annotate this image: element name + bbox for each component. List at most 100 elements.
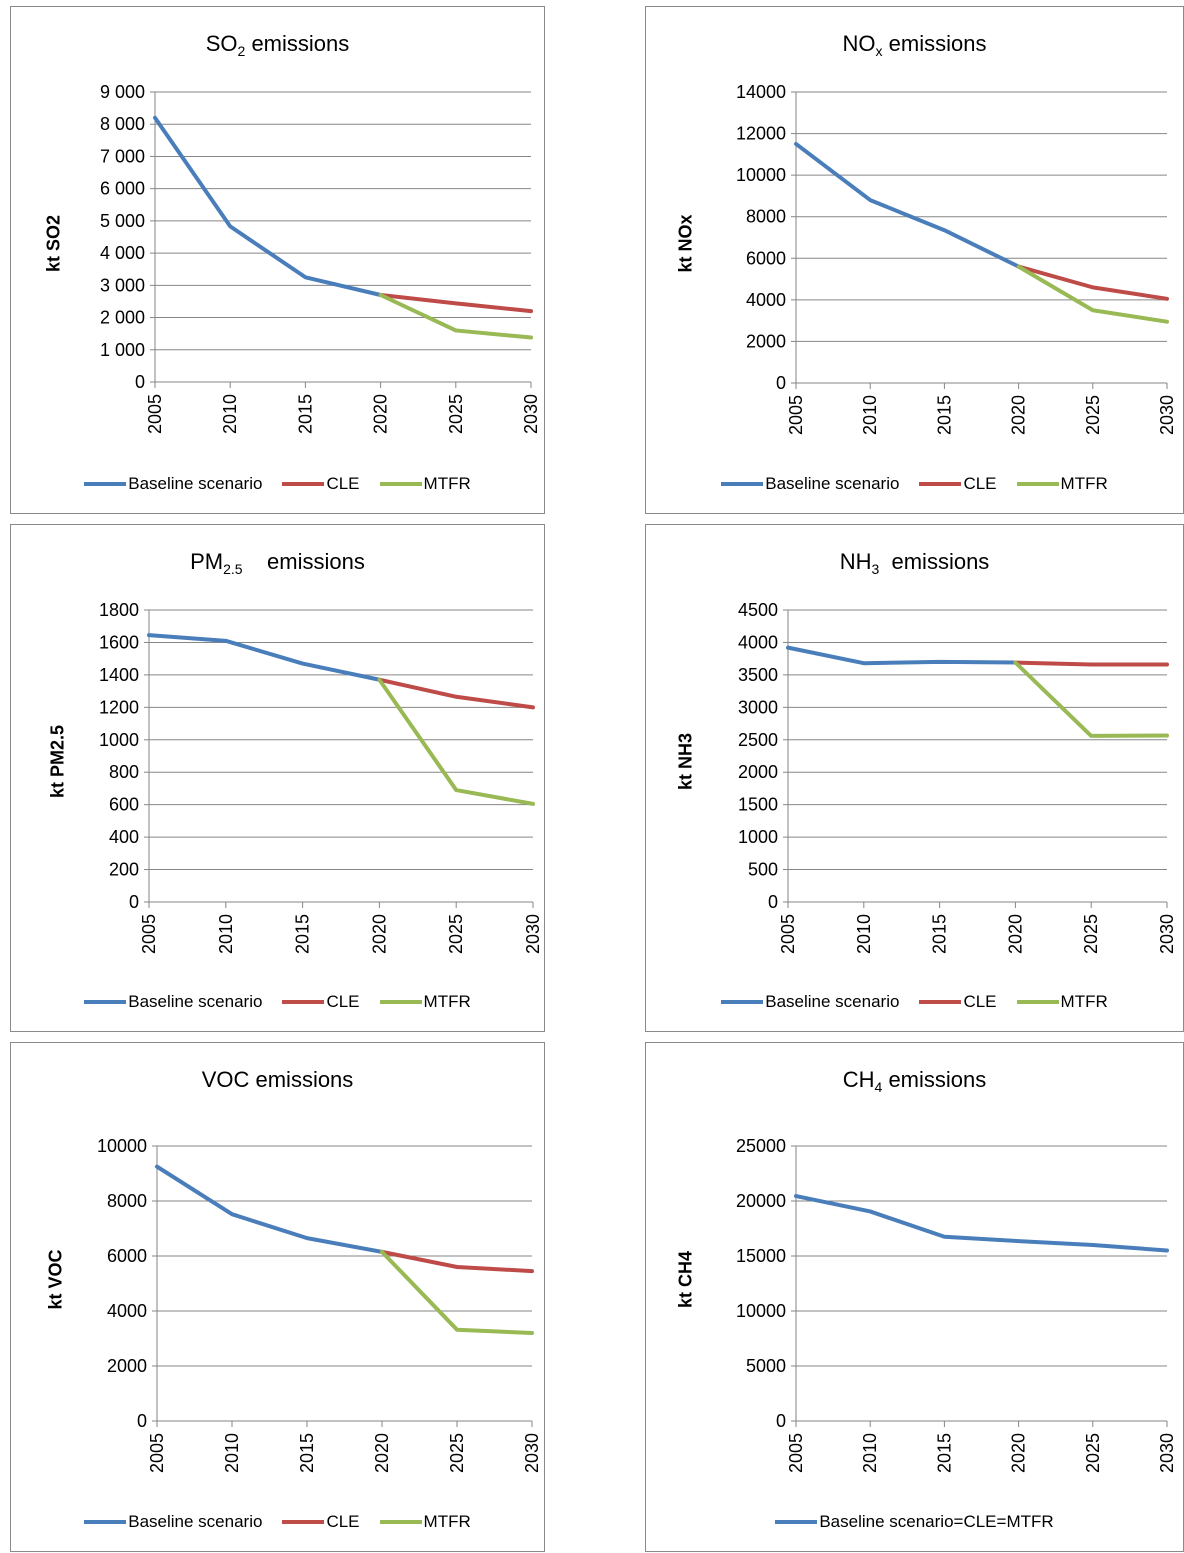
y-tick-label: 400 [109,827,139,847]
x-tick-label: 2020 [369,914,389,954]
y-tick-label: 1000 [99,730,139,750]
x-tick-label: 2025 [447,1433,467,1473]
legend-item-cle: CLE [919,992,997,1012]
chart-panel-voc: VOC emissions kt VOC 0 2000 4000 6000 8000 10… [10,1042,545,1552]
chart-panel-nh3: NH3 emissions kt NH3 0 500 1000 1500 2000 250… [645,524,1184,1032]
chart-panel-ch4: CH4 emissions kt CH4 0 5000 10000 15000 2000… [645,1042,1184,1552]
x-tick-label: 2020 [1005,914,1025,954]
y-tick-label: 5 000 [100,211,145,231]
y-tick-label: 20000 [736,1191,786,1211]
series-line-baseline [153,115,383,297]
series-line-baseline [155,1164,384,1254]
y-tick-label: 3500 [738,665,778,685]
y-tick-label: 12000 [736,124,786,144]
chart-title: NH3 emissions [839,549,990,577]
legend-item-cle: CLE [282,474,360,494]
x-tick-label: 2020 [1009,395,1029,435]
x-tick-label: 2025 [446,394,466,434]
chart-legend: Baseline scenario CLE MTFR [646,474,1183,494]
series-line-mtfr [378,293,533,340]
legend-item-mtfr: MTFR [379,1512,471,1532]
x-tick-label: 2020 [372,1433,392,1473]
y-tick-label: 10000 [97,1136,147,1156]
y-tick-label: 0 [137,1411,147,1431]
legend-item-baseline: Baseline scenario [84,1512,262,1532]
x-tick-label: 2005 [147,1433,167,1473]
x-tick-label: 2010 [222,1433,242,1473]
series-line-cle [1013,660,1169,667]
x-tick-label: 2030 [1157,914,1177,954]
chart-plot-nox: 0 2000 4000 6000 8000 10000 12000 14000 2005 2010… [736,82,1177,435]
y-tick-label: 1600 [99,632,139,652]
x-tick-label: 2010 [220,394,240,434]
x-tick-label: 2010 [860,395,880,435]
series-line-baseline [786,645,1018,666]
y-tick-label: 1500 [738,795,778,815]
legend-item-baseline: Baseline scenario [721,992,899,1012]
series-line-cle [377,677,535,710]
x-tick-label: 2030 [522,1433,542,1473]
y-tick-label: 4000 [746,290,786,310]
y-tick-label: 2000 [746,331,786,351]
legend-item-mtfr: MTFR [1016,992,1108,1012]
legend-item-mtfr: MTFR [379,992,471,1012]
x-tick-label: 2030 [521,394,541,434]
y-tick-label: 200 [109,860,139,880]
series-line-baseline [794,1194,1169,1253]
series-line-mtfr [377,677,535,806]
y-tick-label: 1400 [99,665,139,685]
y-tick-label: 2000 [738,762,778,782]
x-tick-label: 2025 [1083,395,1103,435]
legend-item-baseline: Baseline scenario [84,992,262,1012]
y-tick-label: 6000 [107,1246,147,1266]
chart-panel-nox: NOx emissions kt NOx 0 2000 4000 6000 8000 10… [645,6,1184,514]
y-tick-label: 0 [135,372,145,392]
chart-legend: Baseline scenario=CLE=MTFR [646,1512,1183,1532]
x-tick-label: 2015 [293,914,313,954]
x-tick-label: 2025 [446,914,466,954]
x-tick-label: 2005 [778,914,798,954]
chart-legend: Baseline scenario CLE MTFR [11,992,544,1012]
series-line-baseline [147,633,382,682]
series-line-cle [378,293,533,314]
series-line-mtfr [380,1249,534,1335]
x-tick-label: 2005 [786,395,806,435]
chart-title: SO2 emissions [205,31,350,59]
y-tick-label: 2000 [107,1356,147,1376]
x-tick-label: 2015 [930,914,950,954]
chart-legend: Baseline scenario CLE MTFR [11,1512,544,1532]
y-tick-label: 7 000 [100,146,145,166]
x-tick-label: 2010 [854,914,874,954]
legend-item-mtfr: MTFR [1016,474,1108,494]
series-line-cle [1016,264,1169,301]
y-tick-label: 9 000 [100,82,145,102]
chart-plot-ch4: 0 5000 10000 15000 20000 25000 2005 2010 2015 202… [736,1136,1177,1473]
y-tick-label: 3 000 [100,275,145,295]
x-tick-label: 2020 [371,394,391,434]
series-line-baseline [794,141,1021,269]
x-tick-label: 2025 [1083,1433,1103,1473]
y-tick-label: 0 [768,892,778,912]
y-tick-label: 6000 [746,248,786,268]
y-tick-label: 4000 [738,632,778,652]
x-tick-label: 2010 [860,1433,880,1473]
series-line-mtfr [1013,660,1169,738]
y-tick-label: 10000 [736,1301,786,1321]
y-tick-label: 15000 [736,1246,786,1266]
legend-item-cle: CLE [919,474,997,494]
chart-plot-voc: 0 2000 4000 6000 8000 10000 2005 2010 2015 2020 20… [97,1136,542,1473]
legend-item-cle: CLE [282,1512,360,1532]
y-tick-label: 6 000 [100,179,145,199]
y-tick-label: 8 000 [100,114,145,134]
y-tick-label: 2500 [738,730,778,750]
chart-panel-pm25: PM2.5 emissions kt PM2.5 0 200 400 600 800 10… [10,524,545,1032]
y-tick-label: 500 [748,860,778,880]
x-tick-label: 2015 [297,1433,317,1473]
y-tick-label: 4 000 [100,243,145,263]
chart-title: VOC emissions [201,1067,354,1092]
series-line-cle [380,1249,534,1274]
legend-item-baseline: Baseline scenario=CLE=MTFR [775,1512,1054,1532]
x-tick-label: 2005 [145,394,165,434]
y-tick-label: 1000 [738,827,778,847]
x-tick-label: 2025 [1081,914,1101,954]
